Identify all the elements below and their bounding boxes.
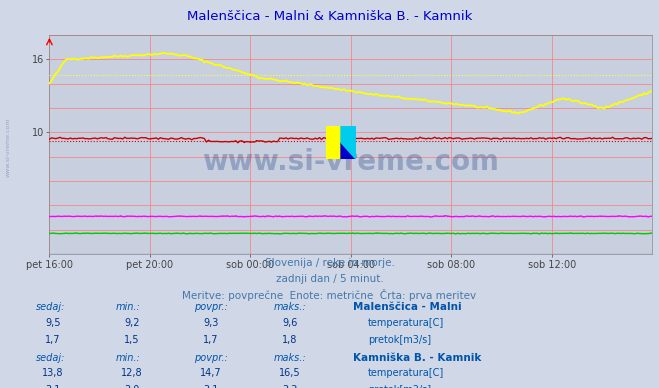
Polygon shape [341,143,356,159]
Text: 9,5: 9,5 [45,318,61,328]
Text: Malenšč​ica - Malni: Malenšč​ica - Malni [353,302,461,312]
Text: 14,7: 14,7 [200,368,221,378]
Polygon shape [341,126,356,159]
Text: 3,0: 3,0 [124,385,140,388]
Text: temperatura[C]: temperatura[C] [368,318,444,328]
Text: sedaj:: sedaj: [36,353,66,363]
Text: sedaj:: sedaj: [36,302,66,312]
Text: www.si-vreme.com: www.si-vreme.com [202,148,500,176]
Text: 3,3: 3,3 [282,385,298,388]
Text: min.:: min.: [115,353,140,363]
Text: povpr.:: povpr.: [194,353,228,363]
Text: 9,3: 9,3 [203,318,219,328]
Text: Malenšč​ica - Malni & Kamniška B. - Kamnik: Malenšč​ica - Malni & Kamniška B. - Kamn… [186,10,473,23]
Text: zadnji dan / 5 minut.: zadnji dan / 5 minut. [275,274,384,284]
Text: 9,2: 9,2 [124,318,140,328]
Text: 3,1: 3,1 [45,385,61,388]
Text: 16,5: 16,5 [279,368,301,378]
Text: 1,5: 1,5 [124,335,140,345]
Text: 9,6: 9,6 [282,318,298,328]
Polygon shape [326,126,341,159]
Text: Slovenija / reke in morje.: Slovenija / reke in morje. [264,258,395,268]
Text: Kamniška B. - Kamnik: Kamniška B. - Kamnik [353,353,481,363]
Text: 1,8: 1,8 [282,335,298,345]
Text: 1,7: 1,7 [45,335,61,345]
Text: 1,7: 1,7 [203,335,219,345]
Text: 3,1: 3,1 [203,385,219,388]
Text: povpr.:: povpr.: [194,302,228,312]
Text: pretok[m3/s]: pretok[m3/s] [368,335,431,345]
Text: maks.:: maks.: [273,302,306,312]
Text: temperatura[C]: temperatura[C] [368,368,444,378]
Text: pretok[m3/s]: pretok[m3/s] [368,385,431,388]
Text: www.si-vreme.com: www.si-vreme.com [5,118,11,177]
Text: 13,8: 13,8 [42,368,63,378]
Text: Meritve: povprečne  Enote: metrične  Črta: prva meritev: Meritve: povprečne Enote: metrične Črta:… [183,289,476,301]
Text: maks.:: maks.: [273,353,306,363]
Text: min.:: min.: [115,302,140,312]
Text: 12,8: 12,8 [121,368,142,378]
